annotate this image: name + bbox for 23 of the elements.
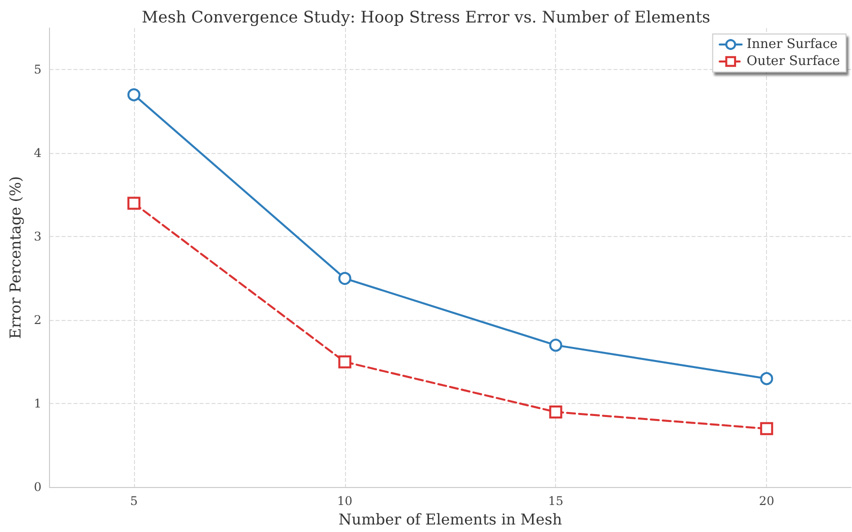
point — [127, 196, 140, 210]
x-tick-label: 20 — [758, 494, 774, 508]
legend-label: Outer Surface — [746, 54, 840, 69]
y-axis-title: Error Percentage (%) — [6, 176, 24, 339]
point — [760, 422, 774, 436]
x-tick-label: 5 — [130, 494, 138, 508]
point — [549, 405, 562, 418]
y-tick-label: 1 — [34, 396, 42, 411]
point — [338, 355, 352, 368]
y-tick-label: 2 — [34, 313, 42, 328]
point — [127, 88, 140, 102]
x-axis-title: Number of Elements in Mesh — [338, 510, 562, 528]
x-tick-label: 10 — [337, 494, 352, 508]
legend-label: Inner Surface — [746, 37, 838, 52]
y-tick-label: 4 — [34, 146, 42, 160]
point — [760, 372, 774, 386]
chart-title: Mesh Convergence Study: Hoop Stress Error vs. Number of Elements — [142, 8, 710, 26]
y-tick-label: 3 — [34, 230, 42, 244]
y-tick-label: 0 — [34, 480, 42, 494]
point — [338, 272, 352, 285]
point — [549, 338, 562, 352]
y-tick-label: 5 — [34, 62, 42, 77]
x-tick-label: 15 — [548, 494, 564, 508]
